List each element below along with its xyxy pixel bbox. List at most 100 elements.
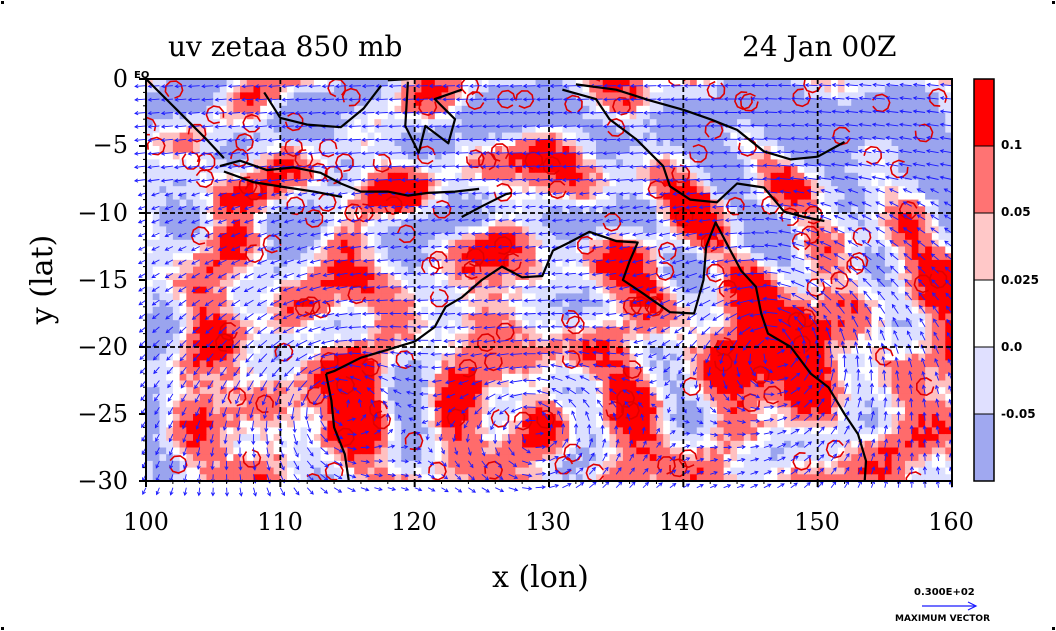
shade-cell [790,146,799,154]
shade-cell [260,286,268,294]
shade-cell [575,99,584,107]
shade-cell [589,280,597,288]
shade-cell [723,85,731,93]
shade-cell [407,105,416,114]
shade-cell [904,333,913,341]
shade-cell [790,246,799,254]
shade-cell [193,199,201,207]
shade-cell [193,280,201,288]
shade-cell [293,79,302,87]
shade-cell [797,286,805,294]
shade-cell [757,226,765,234]
shade-cell [219,125,228,134]
shade-cell [354,239,362,248]
shade-cell [307,105,315,114]
shade-cell [394,347,402,355]
shade-cell [381,166,389,174]
shade-cell [146,112,154,120]
shade-cell [273,326,281,335]
shade-cell [421,213,429,221]
shade-cell [535,172,543,181]
shade-cell [797,139,805,147]
shade-cell [307,79,315,87]
shade-cell [797,273,805,281]
shade-cell [542,226,550,234]
shade-cell [300,340,308,348]
shade-cell [233,313,241,321]
shade-cell [643,166,651,174]
shade-cell [535,246,543,254]
shade-cell [501,266,510,274]
shade-cell [334,186,342,194]
shade-cell [622,239,631,248]
shade-cell [280,219,288,227]
shade-cell [401,166,409,174]
shade-cell [199,125,208,134]
shade-cell [911,213,920,221]
shade-cell [730,320,738,328]
shade-cell [898,179,906,187]
shade-cell [475,199,483,207]
shade-cell [535,192,543,201]
shade-cell [313,213,322,221]
shade-cell [313,253,322,261]
shade-cell [723,326,731,335]
shade-cell [387,85,396,93]
shade-cell [831,326,839,335]
shade-cell [280,125,288,134]
shade-cell [743,199,752,207]
shade-cell [448,219,456,227]
shade-cell [233,206,241,214]
shade-cell [179,306,187,315]
shade-cell [522,105,530,114]
shade-cell [320,213,328,221]
shade-cell [777,253,785,261]
shade-cell [387,246,396,254]
shade-cell [636,92,644,100]
shade-cell [770,166,778,174]
shade-cell [152,219,161,227]
shade-cell [146,273,154,281]
shade-cell [501,239,510,248]
shade-cell [891,347,899,355]
shade-cell [407,313,416,321]
shade-cell [770,246,778,254]
shade-cell [676,125,684,134]
shade-cell [945,119,952,127]
shade-cell [891,313,899,321]
shade-cell [864,347,872,355]
shade-cell [280,253,288,261]
shade-cell [770,259,778,268]
shade-cell [454,139,463,147]
shade-cell [891,105,899,114]
shade-cell [622,219,631,227]
shade-cell [549,286,557,294]
shade-cell [837,239,846,248]
shade-cell [488,99,496,107]
shade-cell [481,259,490,268]
shade-cell [199,85,208,93]
shade-cell [528,286,537,294]
shade-cell [602,179,611,187]
shade-cell [414,326,422,335]
shade-cell [152,213,161,221]
shade-cell [918,186,926,194]
shade-cell [293,226,302,234]
shade-cell [817,340,825,348]
shade-cell [589,159,597,167]
shade-cell [354,293,362,301]
shade-cell [454,306,463,315]
shade-cell [851,333,859,341]
shade-cell [166,347,174,355]
shade-cell [784,112,792,120]
shade-cell [226,192,234,201]
shade-cell [515,233,523,241]
shade-cell [233,273,241,281]
shade-cell [676,99,684,107]
shade-cell [414,132,422,140]
shade-cell [367,139,375,147]
shade-cell [475,259,483,268]
shade-cell [911,166,920,174]
shade-cell [737,105,745,114]
shade-cell [730,246,738,254]
